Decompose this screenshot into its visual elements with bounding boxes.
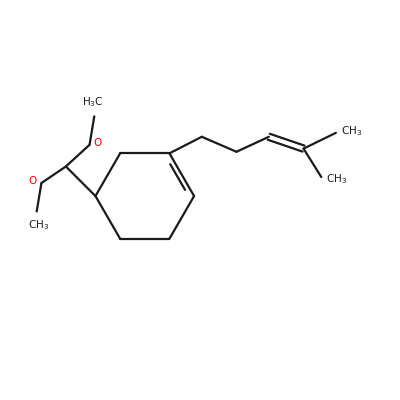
Text: CH$_3$: CH$_3$: [341, 124, 362, 138]
Text: CH$_3$: CH$_3$: [326, 172, 347, 186]
Text: O: O: [94, 138, 102, 148]
Text: H$_3$C: H$_3$C: [82, 96, 103, 109]
Text: O: O: [28, 176, 37, 186]
Text: CH$_3$: CH$_3$: [28, 218, 49, 232]
